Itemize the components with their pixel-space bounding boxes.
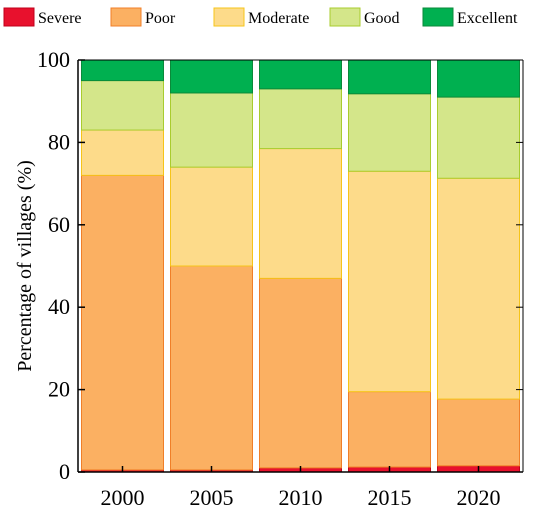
axes-group: 0 20 40 60 80 100 2000 2005 2010 2015 2020	[37, 47, 524, 510]
bar-poor-2000	[81, 174, 164, 471]
bar-poor-2010	[259, 277, 342, 469]
bar-moderate-2010	[259, 148, 342, 279]
bar-moderate-2000	[81, 129, 164, 176]
bar-good-2000	[81, 80, 164, 131]
bar-good-2015	[348, 93, 431, 172]
legend: Severe Poor Moderate Good Excellent	[3, 7, 518, 27]
bar-excellent-2000	[81, 59, 164, 82]
bar-moderate-2005	[170, 166, 253, 267]
bar-good-2010	[259, 88, 342, 150]
legend-label-excellent: Excellent	[457, 10, 518, 27]
legend-swatch-moderate	[213, 7, 245, 27]
y-tick-label-40: 40	[48, 294, 70, 319]
x-tick-label-2015: 2015	[368, 485, 412, 510]
bar-moderate-2015	[348, 170, 431, 393]
y-tick-label-20: 20	[48, 377, 70, 402]
y-tick-label-100: 100	[37, 47, 70, 72]
bar-poor-2020	[437, 398, 520, 467]
bar-excellent-2015	[348, 59, 431, 95]
legend-label-severe: Severe	[38, 10, 82, 27]
bar-good-2020	[437, 96, 520, 179]
x-tick-label-2000: 2000	[101, 485, 145, 510]
legend-label-good: Good	[364, 10, 400, 27]
y-tick-label-0: 0	[59, 459, 70, 484]
y-axis-title: Percentage of villages (%)	[14, 160, 36, 372]
y-tick-label-80: 80	[48, 129, 70, 154]
legend-label-poor: Poor	[145, 10, 176, 27]
bar-poor-2015	[348, 391, 431, 468]
bar-poor-2005	[170, 265, 253, 471]
legend-swatch-poor	[110, 7, 142, 27]
bar-excellent-2005	[170, 59, 253, 94]
legend-swatch-severe	[3, 7, 35, 27]
legend-swatch-good	[329, 7, 361, 27]
bars-group	[81, 59, 520, 473]
bar-excellent-2020	[437, 59, 520, 98]
legend-label-moderate: Moderate	[248, 10, 309, 27]
legend-swatch-excellent	[422, 7, 454, 27]
y-tick-label-60: 60	[48, 212, 70, 237]
bar-excellent-2010	[259, 59, 342, 90]
x-tick-label-2005: 2005	[190, 485, 234, 510]
bar-moderate-2020	[437, 177, 520, 400]
bar-good-2005	[170, 92, 253, 168]
x-tick-label-2020: 2020	[457, 485, 501, 510]
x-tick-label-2010: 2010	[279, 485, 323, 510]
